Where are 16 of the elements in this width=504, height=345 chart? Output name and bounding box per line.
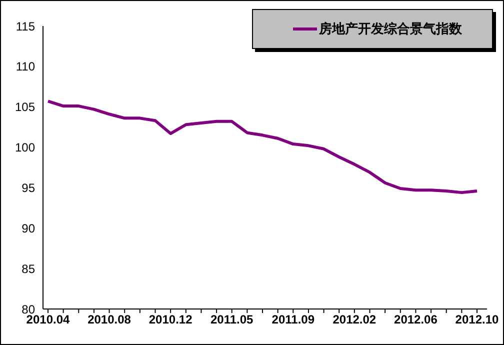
y-tick-label: 90 (22, 221, 36, 236)
x-tick-label: 2012.06 (394, 312, 438, 327)
x-tick-label: 2012.10 (455, 312, 500, 327)
y-tick-label: 105 (14, 100, 36, 114)
x-tick-label: 2011.09 (272, 312, 315, 327)
x-tick-label: 2010.12 (148, 312, 193, 327)
y-tick-label: 115 (16, 19, 36, 34)
y-tick-label: 85 (22, 262, 36, 276)
y-tick-label: 95 (22, 180, 36, 195)
x-tick-label: 2012.02 (332, 312, 376, 327)
x-tick-label: 2010.08 (88, 312, 132, 327)
line-series (46, 100, 478, 194)
y-tick-label: 110 (16, 60, 36, 74)
x-tick-label: 2011.05 (210, 312, 254, 327)
y-tick-label: 100 (14, 140, 36, 155)
legend-label: 房地产开发综合景气指数 (318, 20, 462, 38)
